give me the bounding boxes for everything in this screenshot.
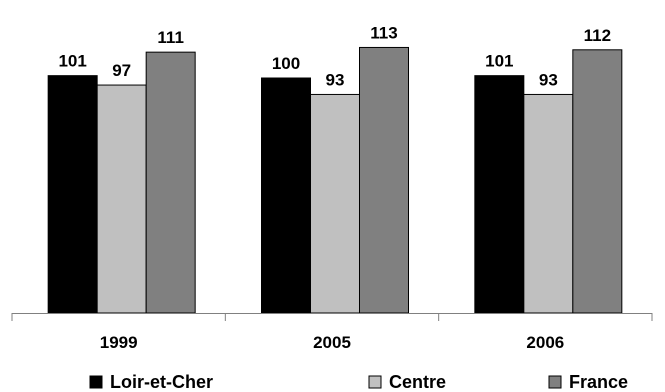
value-label: 93: [539, 70, 558, 89]
bar-loir-et-cher-1999: [47, 75, 98, 314]
legend: Loir-et-Cher Centre France: [89, 372, 628, 392]
plot-area: 101 97 111 100 93 113 101 93 112: [47, 23, 623, 314]
bar-centre-2005: [310, 93, 360, 314]
bar-france-2006: [572, 49, 623, 314]
bar-loir-et-cher-2005: [261, 77, 311, 314]
value-label: 101: [58, 52, 86, 71]
value-label: 112: [584, 26, 611, 45]
x-tick-label: 2006: [526, 333, 564, 352]
bar-france-2005: [359, 46, 409, 314]
x-tick-label: 1999: [100, 333, 138, 352]
legend-label: France: [569, 372, 628, 392]
bar-france-1999: [145, 51, 196, 314]
legend-label: Centre: [389, 372, 446, 392]
legend-swatch: [368, 375, 382, 389]
legend-swatch: [89, 375, 103, 389]
legend-label: Loir-et-Cher: [110, 372, 213, 392]
bar-centre-1999: [96, 84, 147, 314]
value-label: 97: [112, 61, 131, 80]
value-label: 113: [370, 23, 397, 42]
value-label: 93: [326, 70, 345, 89]
x-tick-label: 2005: [313, 333, 351, 352]
value-label: 111: [157, 28, 184, 47]
legend-swatch: [548, 375, 562, 389]
value-label: 100: [272, 54, 300, 73]
x-axis: 1999 2005 2006: [11, 313, 653, 352]
value-label: 101: [485, 52, 513, 71]
bar-loir-et-cher-2006: [474, 75, 525, 314]
bar-centre-2006: [523, 93, 574, 314]
